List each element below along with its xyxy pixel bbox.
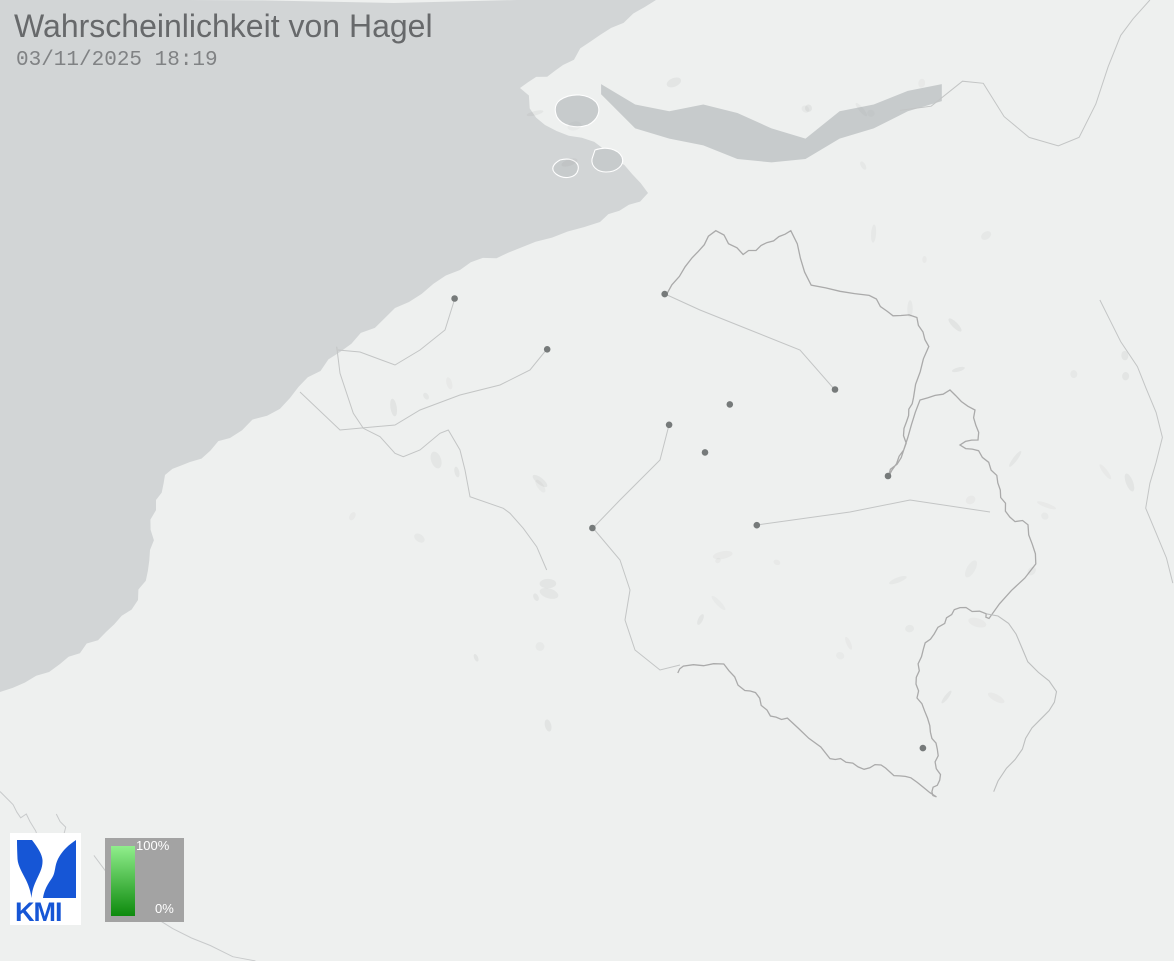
svg-text:KMI: KMI [15, 897, 62, 925]
